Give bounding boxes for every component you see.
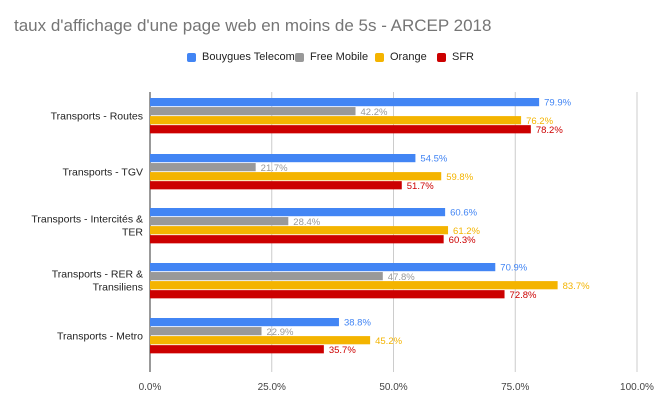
- data-label: 61.2%: [453, 226, 480, 237]
- x-tick-label: 50.0%: [379, 382, 407, 393]
- bar: [150, 172, 442, 181]
- data-label: 54.5%: [420, 154, 447, 165]
- legend-swatch: [187, 52, 196, 62]
- bar: [150, 208, 446, 217]
- legend-label: Free Mobile: [310, 51, 369, 63]
- legend-item: Bouygues Telecom: [187, 51, 295, 63]
- legend-item: Free Mobile: [295, 51, 368, 63]
- data-label: 38.8%: [344, 318, 371, 329]
- data-label: 22.9%: [267, 327, 294, 338]
- x-tick-label: 25.0%: [258, 382, 286, 393]
- bar: [150, 281, 558, 290]
- data-label: 60.3%: [449, 235, 476, 246]
- data-label: 83.7%: [563, 281, 590, 292]
- bar: [150, 327, 262, 336]
- data-label: 60.6%: [450, 208, 477, 219]
- data-label: 59.8%: [446, 172, 473, 183]
- bar: [150, 290, 505, 299]
- data-label: 72.8%: [510, 290, 537, 301]
- data-label: 51.7%: [407, 181, 434, 192]
- bar: [150, 107, 356, 116]
- x-tick-label: 0.0%: [139, 382, 162, 393]
- legend-item: Orange: [375, 51, 427, 63]
- legend-swatch: [295, 52, 304, 62]
- data-label: 28.4%: [293, 217, 320, 228]
- x-tick-label: 75.0%: [501, 382, 529, 393]
- legend-swatch: [437, 52, 446, 62]
- category-label: Transports - Intercités & TER: [31, 214, 143, 239]
- bar: [150, 263, 496, 272]
- category-label: Transports - Metro: [57, 331, 143, 343]
- bar: [150, 181, 402, 190]
- legend-label: Orange: [390, 51, 427, 63]
- bar: [150, 116, 522, 125]
- data-label: 76.2%: [526, 116, 553, 127]
- legend: Bouygues Telecom Free Mobile Orange SFR: [0, 46, 660, 66]
- bar: [150, 217, 289, 226]
- bar: [150, 235, 444, 244]
- bar: [150, 125, 531, 134]
- bar: [150, 345, 324, 354]
- bar: [150, 226, 449, 235]
- data-label: 70.9%: [500, 263, 527, 274]
- bar: [150, 318, 339, 327]
- chart-title: taux d'affichage d'une page web en moins…: [14, 16, 492, 35]
- bar: [150, 154, 416, 163]
- data-label: 78.2%: [536, 125, 563, 136]
- category-label: Transports - RER & Transiliens: [52, 269, 143, 294]
- legend-item: SFR: [437, 51, 474, 63]
- data-label: 79.9%: [544, 98, 571, 109]
- bar: [150, 163, 256, 172]
- legend-label: SFR: [452, 51, 474, 63]
- data-label: 47.8%: [388, 272, 415, 283]
- bar: [150, 272, 383, 281]
- x-tick-label: 100.0%: [620, 382, 654, 393]
- data-label: 35.7%: [329, 345, 356, 356]
- legend-swatch: [375, 52, 384, 62]
- legend-label: Bouygues Telecom: [202, 51, 295, 63]
- category-label: Transports - TGV: [62, 167, 143, 179]
- data-label: 45.2%: [375, 336, 402, 347]
- data-label: 42.2%: [361, 107, 388, 118]
- category-label: Transports - Routes: [51, 111, 143, 123]
- bar: [150, 336, 371, 345]
- data-label: 21.7%: [261, 163, 288, 174]
- bar: [150, 98, 540, 107]
